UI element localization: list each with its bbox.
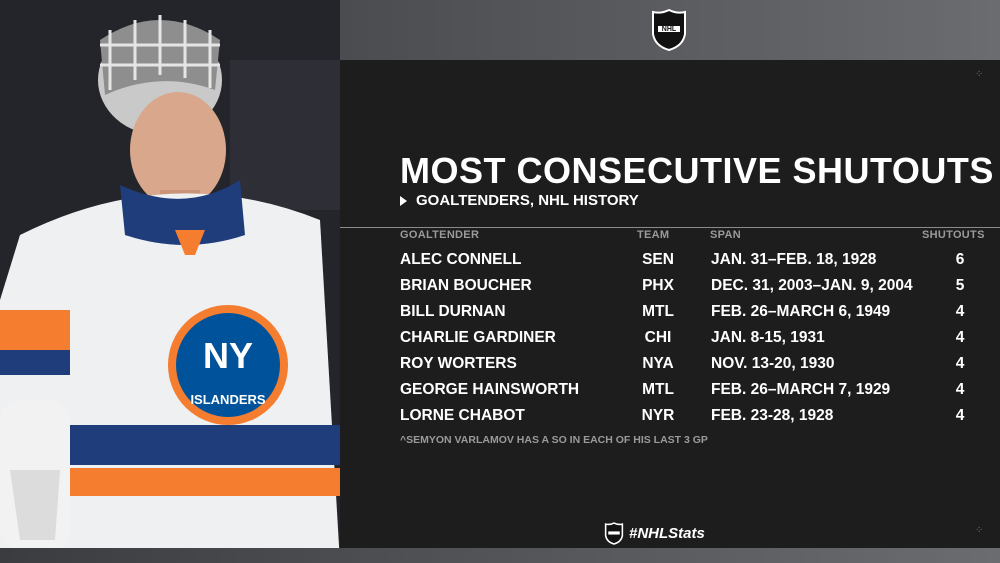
streak-span: JAN. 8-15, 1931: [711, 329, 825, 346]
team-code: MTL: [642, 381, 674, 398]
team-code: NYA: [642, 355, 674, 372]
page-title: MOST CONSECUTIVE SHUTOUTS: [400, 150, 994, 191]
crest-wordmark: ISLANDERS: [190, 392, 265, 407]
col-header-shutouts: SHUTOUTS: [922, 229, 985, 241]
hashtag-text: #NHLStats: [629, 525, 705, 542]
shutout-count: 4: [955, 329, 965, 346]
corner-dots-top: ⁘: [975, 69, 985, 80]
col-header-goaltender: GOALTENDER: [400, 229, 480, 241]
table-row: ROY WORTERS NYA NOV. 13-20, 1930 4: [340, 351, 1000, 377]
col-header-team: TEAM: [637, 229, 670, 241]
table-row: GEORGE HAINSWORTH MTL FEB. 26–MARCH 7, 1…: [340, 377, 1000, 403]
streak-span: NOV. 13-20, 1930: [711, 355, 835, 372]
col-header-span: SPAN: [710, 229, 741, 241]
shutout-count: 4: [955, 355, 965, 372]
nhl-shield-small-icon: [604, 522, 624, 545]
table-row: ALEC CONNELL SEN JAN. 31–FEB. 18, 1928 6: [340, 247, 1000, 273]
goaltender-name: ALEC CONNELL: [400, 251, 522, 268]
table-row: BRIAN BOUCHER PHX DEC. 31, 2003–JAN. 9, …: [340, 273, 1000, 299]
subtitle-text: GOALTENDERS, NHL HISTORY: [416, 192, 639, 209]
streak-span: JAN. 31–FEB. 18, 1928: [711, 251, 877, 268]
goaltender-illustration: NY ISLANDERS: [0, 0, 340, 563]
team-code: MTL: [642, 303, 674, 320]
goaltender-name: BILL DURNAN: [400, 303, 506, 320]
streak-span: DEC. 31, 2003–JAN. 9, 2004: [711, 277, 913, 294]
team-code: CHI: [644, 329, 672, 346]
footnote: ^SEMYON VARLAMOV HAS A SO IN EACH OF HIS…: [400, 434, 708, 446]
team-code: PHX: [642, 277, 674, 294]
shutout-count: 4: [955, 407, 965, 424]
goaltender-name: BRIAN BOUCHER: [400, 277, 532, 294]
page-subtitle: GOALTENDERS, NHL HISTORY: [400, 192, 639, 209]
shutout-count: 5: [955, 277, 965, 294]
header-divider: [340, 227, 1000, 228]
team-code: SEN: [642, 251, 674, 268]
table-row: LORNE CHABOT NYR FEB. 23-28, 1928 4: [340, 403, 1000, 429]
goaltender-name: GEORGE HAINSWORTH: [400, 381, 580, 398]
shutout-count: 6: [955, 251, 965, 268]
corner-dots-bottom: ⁘: [975, 525, 985, 536]
stats-panel: [340, 60, 1000, 548]
table-row: BILL DURNAN MTL FEB. 26–MARCH 6, 1949 4: [340, 299, 1000, 325]
nhl-shield-logo: NHL: [652, 8, 686, 52]
team-code: NYR: [641, 407, 675, 424]
hashtag-badge: #NHLStats: [604, 522, 705, 545]
goaltender-name: LORNE CHABOT: [400, 407, 525, 424]
shutout-count: 4: [955, 381, 965, 398]
table-row: CHARLIE GARDINER CHI JAN. 8-15, 1931 4: [340, 325, 1000, 351]
goaltender-name: ROY WORTERS: [400, 355, 517, 372]
svg-text:NHL: NHL: [662, 26, 677, 33]
streak-span: FEB. 26–MARCH 7, 1929: [711, 381, 891, 398]
bottom-bar: [0, 548, 1000, 563]
shutout-count: 4: [955, 303, 965, 320]
streak-span: FEB. 23-28, 1928: [711, 407, 834, 424]
goaltender-photo: NY ISLANDERS: [0, 0, 340, 563]
streak-span: FEB. 26–MARCH 6, 1949: [711, 303, 891, 320]
triangle-bullet-icon: [400, 195, 407, 206]
crest-letters: NY: [203, 335, 253, 376]
goaltender-name: CHARLIE GARDINER: [400, 329, 556, 346]
